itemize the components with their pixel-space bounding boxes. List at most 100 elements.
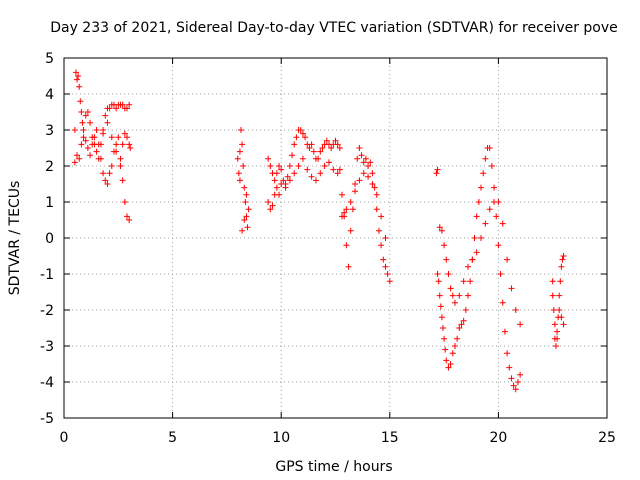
data-point [276, 191, 283, 198]
data-point [106, 170, 113, 177]
data-point [467, 278, 474, 285]
data-point [347, 227, 354, 234]
data-point [499, 220, 506, 227]
data-point [443, 357, 450, 364]
data-point [84, 109, 91, 115]
data-point [123, 213, 130, 220]
data-point [293, 134, 300, 141]
data-point [240, 163, 247, 169]
data-point [508, 285, 515, 292]
data-point [123, 105, 130, 112]
data-point [295, 163, 302, 169]
data-point [478, 235, 485, 241]
data-point [74, 152, 81, 159]
data-point [360, 159, 367, 166]
data-point [356, 145, 363, 151]
data-point [78, 141, 85, 148]
data-point [310, 148, 317, 155]
data-point [108, 134, 115, 141]
data-point [433, 170, 440, 177]
data-point [119, 177, 126, 184]
data-point [325, 159, 332, 166]
data-point [315, 155, 322, 162]
data-point [328, 145, 335, 151]
x-axis-label: GPS time / hours [275, 459, 392, 475]
data-point [297, 127, 304, 133]
data-point [460, 278, 467, 285]
data-point [276, 163, 283, 169]
data-point [291, 170, 298, 177]
data-point [87, 152, 94, 159]
data-point [441, 335, 448, 342]
data-point [334, 170, 341, 177]
data-point [299, 130, 306, 137]
data-point [269, 202, 276, 209]
data-point [514, 379, 521, 385]
data-point [517, 321, 524, 328]
data-point [273, 184, 280, 191]
data-point [454, 335, 461, 342]
data-point [286, 177, 293, 184]
chart-title: Day 233 of 2021, Sidereal Day-to-day VTE… [50, 20, 618, 36]
data-point [323, 137, 330, 144]
data-point [108, 163, 115, 169]
data-point [369, 181, 376, 187]
data-point [549, 278, 556, 285]
data-point [265, 155, 272, 162]
data-point [236, 148, 243, 155]
data-point [79, 119, 86, 126]
data-point [265, 199, 272, 205]
data-point [241, 184, 248, 191]
data-point [91, 134, 98, 141]
data-point [362, 155, 369, 162]
data-point [76, 83, 83, 90]
data-point [126, 101, 133, 108]
data-point [334, 141, 341, 148]
data-point [386, 278, 393, 285]
data-point [286, 163, 293, 169]
data-point [74, 76, 81, 83]
data-point [97, 155, 104, 162]
data-point [447, 285, 454, 292]
data-point [312, 177, 319, 184]
data-point [77, 98, 84, 105]
data-point [267, 163, 274, 169]
data-point [517, 371, 524, 378]
data-point [512, 386, 519, 393]
data-point [343, 242, 350, 249]
data-point [552, 343, 559, 349]
x-tick-label: 10 [272, 430, 290, 446]
data-point [339, 191, 346, 198]
data-point [121, 130, 128, 137]
data-point [104, 119, 111, 126]
data-point [126, 141, 133, 148]
data-point [473, 249, 480, 256]
data-point [89, 141, 96, 148]
data-point [495, 199, 502, 205]
data-point [445, 271, 452, 277]
grid [64, 58, 607, 418]
data-point [343, 206, 350, 213]
data-point [273, 170, 280, 177]
data-point [499, 299, 506, 306]
data-point [113, 148, 120, 155]
data-point [330, 166, 337, 173]
data-point [445, 364, 452, 371]
data-point [113, 141, 120, 148]
data-point [356, 177, 363, 184]
data-point [242, 199, 249, 205]
y-tick-label: 0 [45, 231, 54, 247]
data-point [113, 105, 120, 112]
data-point [82, 112, 89, 119]
data-point [84, 145, 91, 151]
x-tick-label: 20 [489, 430, 507, 446]
data-point [438, 227, 445, 234]
data-point [371, 184, 378, 191]
data-point [352, 181, 359, 187]
data-point [437, 303, 444, 310]
data-point [360, 170, 367, 177]
data-point [317, 148, 324, 155]
data-point [378, 213, 385, 220]
data-point [367, 159, 374, 166]
y-tick-label: -2 [40, 303, 54, 319]
